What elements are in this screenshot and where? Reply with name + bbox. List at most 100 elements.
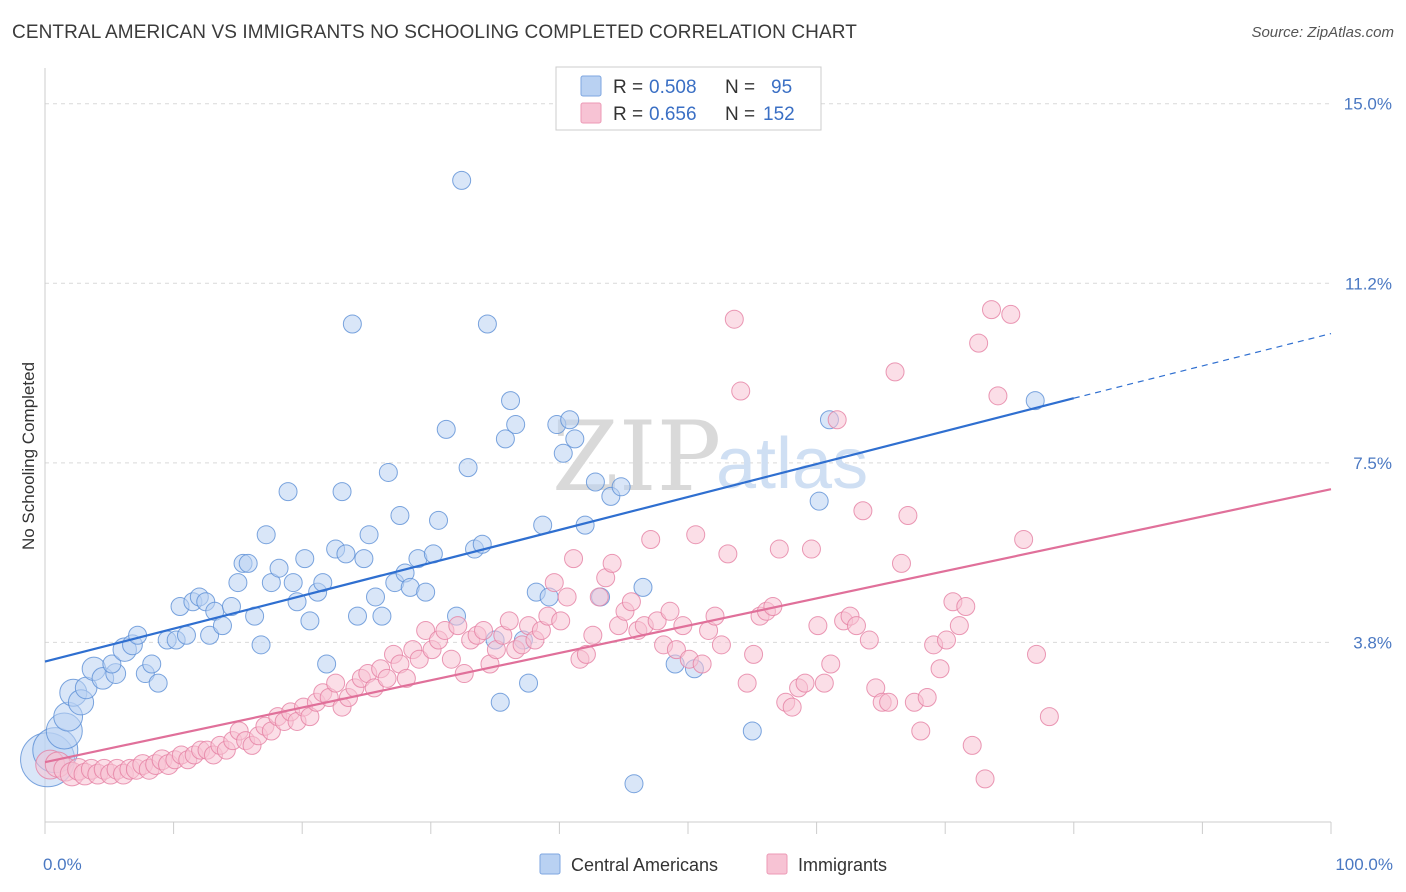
central-americans-point (633, 577, 653, 597)
legend-r-label-central: R = (613, 77, 643, 98)
immigrants-point (859, 630, 879, 650)
bottom-legend-swatch-immigrants (766, 853, 788, 875)
central-americans-point (342, 314, 362, 334)
immigrants-point (474, 620, 494, 640)
central-americans-point (300, 611, 320, 631)
axes (44, 68, 1332, 834)
central-americans-point (148, 673, 168, 693)
central-americans-point (1025, 391, 1045, 411)
immigrants-point (551, 611, 571, 631)
immigrants-point (448, 616, 468, 636)
central-americans-point (332, 482, 352, 502)
immigrants-point (801, 539, 821, 559)
immigrants-point (795, 673, 815, 693)
legend-n-label-immigrants: N = (725, 104, 755, 125)
central-americans-point (142, 654, 162, 674)
immigrants-point (718, 544, 738, 564)
legend-r-value-central: 0.508 (649, 77, 697, 98)
central-americans-point (366, 587, 386, 607)
central-americans-point (238, 553, 258, 573)
immigrants-point (660, 601, 680, 621)
central-americans-point (565, 429, 585, 449)
immigrants-point (975, 769, 995, 789)
bottom-legend-swatch-central (539, 853, 561, 875)
central-americans-point (378, 462, 398, 482)
immigrants-point (692, 654, 712, 674)
immigrants-point (564, 549, 584, 569)
central-americans-point (416, 582, 436, 602)
y-axis-title: No Schooling Completed (19, 362, 38, 550)
immigrants-point (814, 673, 834, 693)
x-tick-label: 0.0% (43, 855, 82, 874)
central-americans-point (251, 635, 271, 655)
central-americans-point (519, 673, 539, 693)
legend-swatch-central (580, 75, 602, 97)
y-tick-label: 7.5% (1353, 454, 1392, 473)
stats-legend: R = 0.508 N = 95 R = 0.656 N = 152 (555, 66, 822, 131)
central-americans-trend-extension (1073, 332, 1332, 399)
immigrants-point (326, 673, 346, 693)
central-americans-point (295, 549, 315, 569)
central-americans-point (354, 549, 374, 569)
central-americans-point (359, 525, 379, 545)
immigrants-point (956, 597, 976, 617)
central-americans-point (176, 625, 196, 645)
immigrants-point (949, 616, 969, 636)
immigrants-point (853, 501, 873, 521)
immigrants-point (377, 668, 397, 688)
central-americans-point (506, 415, 526, 435)
central-americans-point (533, 515, 553, 535)
central-americans-point (336, 544, 356, 564)
immigrants-point (589, 587, 609, 607)
legend-n-value-immigrants: 152 (763, 104, 795, 125)
central-americans-point (501, 391, 521, 411)
watermark-atlas: atlas (716, 424, 868, 504)
y-tick-label: 3.8% (1353, 633, 1392, 652)
immigrants-point (711, 635, 731, 655)
central-americans-point (477, 314, 497, 334)
y-tick-labels: 3.8% 7.5% 11.2% 15.0% (1344, 95, 1392, 653)
immigrants-point (969, 333, 989, 353)
central-americans-point (585, 472, 605, 492)
watermark-zip: ZIP (552, 401, 721, 513)
central-americans-point (283, 573, 303, 593)
central-americans-point (347, 606, 367, 626)
watermark: ZIP atlas (552, 401, 868, 513)
immigrants-point (898, 506, 918, 526)
immigrants-point (416, 620, 436, 640)
central-americans-point (624, 774, 644, 794)
immigrants-point (583, 625, 603, 645)
central-americans-point (390, 506, 410, 526)
chart-source: Source: ZipAtlas.com (1251, 24, 1394, 41)
central-americans-point (269, 558, 289, 578)
immigrants-point (731, 381, 751, 401)
immigrants-point (1014, 529, 1034, 549)
central-americans-point (458, 458, 478, 478)
immigrants-point (1027, 644, 1047, 664)
immigrants-point (911, 721, 931, 741)
immigrants-point (576, 644, 596, 664)
central-americans-point (228, 573, 248, 593)
central-americans-point (212, 616, 232, 636)
central-americans-point (553, 443, 573, 463)
immigrants-point (891, 553, 911, 573)
immigrants-point (744, 644, 764, 664)
central-americans-point (102, 654, 122, 674)
series-legend: Central Americans Immigrants (539, 853, 887, 875)
central-americans-point (278, 482, 298, 502)
immigrants-point (782, 697, 802, 717)
series-immigrants (35, 300, 1059, 789)
central-americans-point (452, 170, 472, 190)
legend-r-value-immigrants: 0.656 (649, 104, 697, 125)
central-americans-point (490, 692, 510, 712)
central-americans-point (495, 429, 515, 449)
immigrants-point (724, 309, 744, 329)
central-americans-point (611, 477, 631, 497)
y-tick-label: 11.2% (1345, 274, 1392, 293)
central-americans-point (742, 721, 762, 741)
legend-swatch-immigrants (580, 102, 602, 124)
immigrants-point (936, 630, 956, 650)
immigrants-point (821, 654, 841, 674)
central-americans-trend-line (44, 397, 1075, 663)
